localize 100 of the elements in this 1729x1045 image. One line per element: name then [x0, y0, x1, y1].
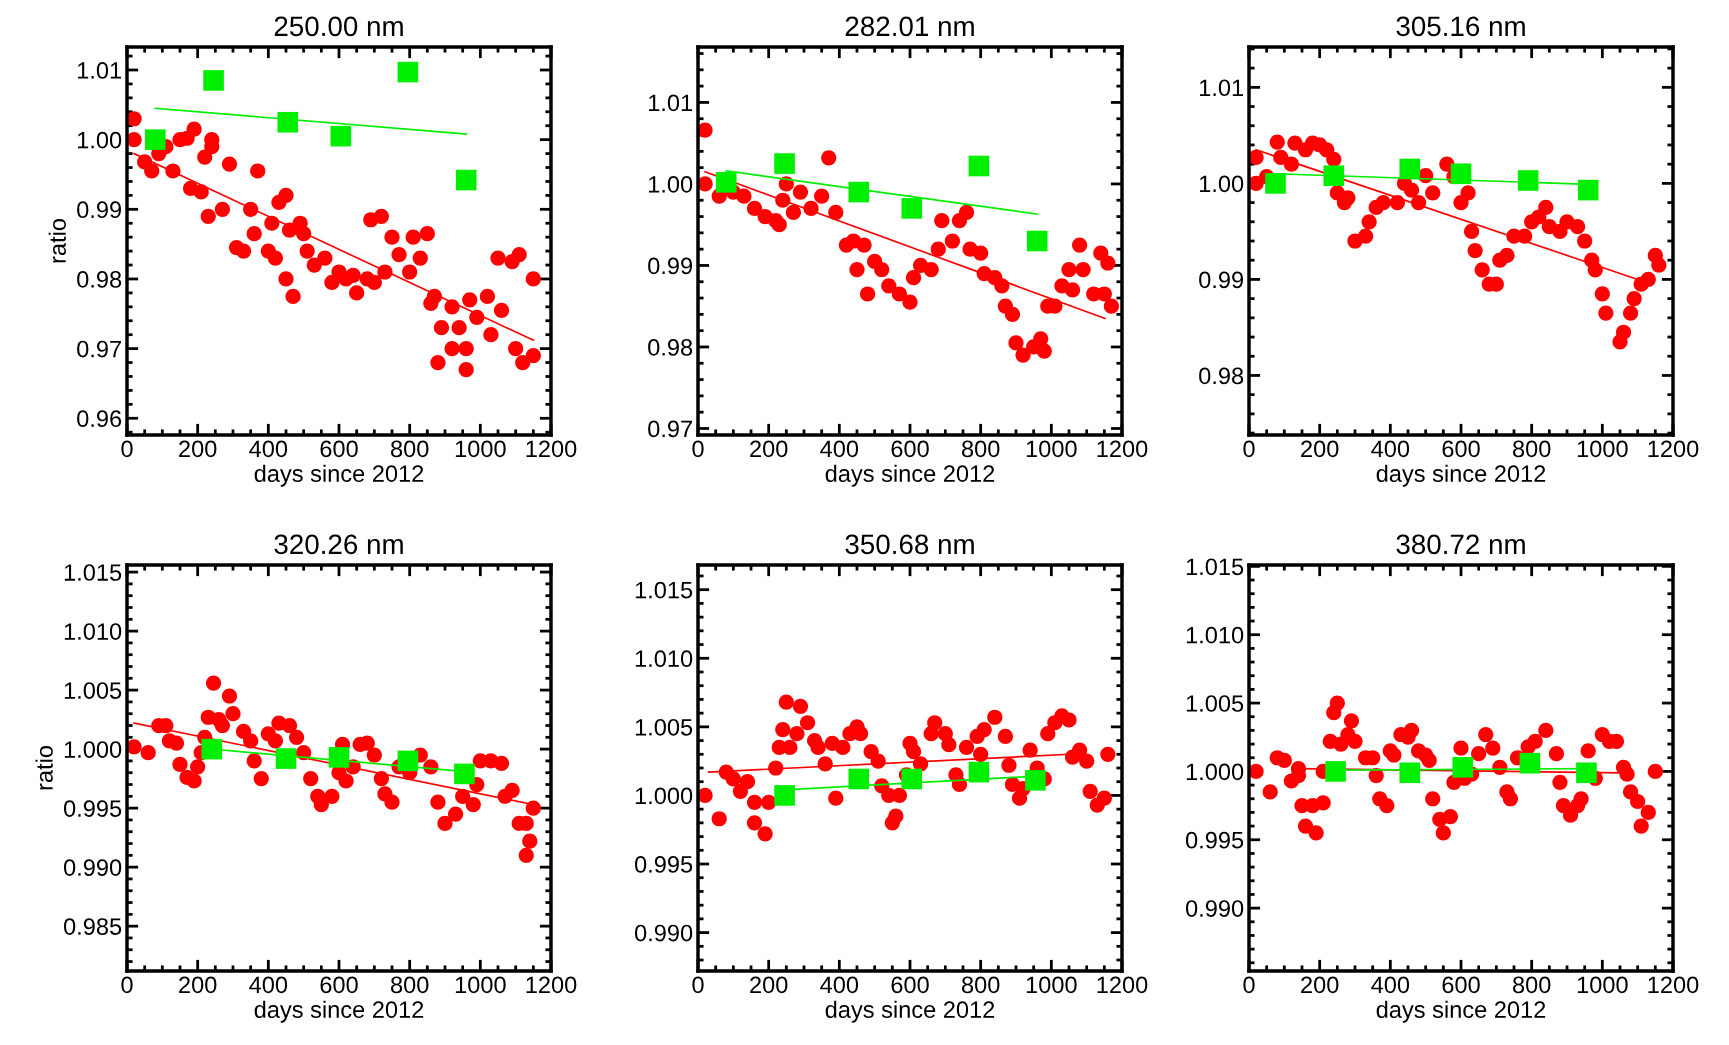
- point: [1474, 262, 1490, 278]
- x-tick-label: 600: [1442, 976, 1480, 994]
- point: [901, 198, 923, 219]
- point: [698, 176, 713, 192]
- point: [1577, 233, 1593, 249]
- point: [1323, 165, 1345, 186]
- x-tick-label: 1200: [526, 440, 577, 458]
- point: [1467, 243, 1483, 259]
- point: [455, 169, 477, 191]
- point: [1615, 324, 1632, 340]
- x-tick-label: 400: [820, 976, 859, 994]
- y-tick-label: 0.98: [1199, 367, 1244, 385]
- y-tick-label: 1.005: [1186, 695, 1244, 712]
- y-tick-label: 1.01: [648, 94, 692, 112]
- y-tick-label: 0.995: [634, 856, 693, 873]
- point: [328, 747, 350, 768]
- x-tick-label: 200: [750, 976, 788, 994]
- x-tick-label: 200: [1301, 440, 1339, 458]
- point: [934, 213, 950, 229]
- point: [1651, 257, 1667, 273]
- point: [698, 122, 713, 138]
- x-tick-label: 600: [1442, 440, 1480, 458]
- y-tick-label: 1.010: [1186, 626, 1244, 644]
- point: [1100, 255, 1116, 271]
- point: [859, 286, 876, 302]
- x-tick-label: 0: [692, 440, 704, 458]
- point: [968, 761, 990, 783]
- x-tick-label: 1200: [1097, 440, 1148, 458]
- point: [1403, 182, 1420, 198]
- x-tick-label: 800: [391, 976, 429, 994]
- point: [144, 129, 166, 150]
- x-tick-label: 800: [1513, 440, 1551, 458]
- point: [774, 785, 795, 806]
- x-tick-label: 200: [1301, 976, 1339, 994]
- x-tick-label: 0: [692, 976, 704, 994]
- point: [785, 204, 802, 221]
- y-tick-label: 1.01: [77, 62, 121, 79]
- point: [397, 750, 419, 772]
- point: [1015, 347, 1031, 363]
- x-tick-label: 400: [1371, 976, 1410, 994]
- y-tick-label: 1.015: [635, 581, 693, 599]
- point: [1640, 271, 1656, 288]
- x-tick-label: 0: [1243, 440, 1255, 458]
- point: [277, 111, 299, 133]
- point: [1499, 247, 1515, 264]
- y-tick-label: 1.010: [635, 650, 693, 668]
- x-tick-label: 400: [249, 976, 288, 994]
- x-tick-label: 1000: [455, 440, 506, 458]
- y-tick-label: 0.990: [634, 924, 693, 942]
- y-axis-title: ratio: [35, 746, 53, 790]
- point: [1026, 230, 1048, 252]
- y-tick-label: 0.995: [1185, 831, 1244, 849]
- x-tick-label: 800: [1513, 976, 1551, 994]
- x-tick-label: 1200: [1097, 976, 1148, 994]
- chart-title: 250.00 nm: [274, 16, 403, 37]
- point: [203, 70, 224, 91]
- point: [905, 270, 922, 286]
- point: [973, 245, 989, 261]
- point: [1008, 335, 1024, 351]
- x-tick-label: 400: [820, 440, 859, 458]
- point: [201, 738, 223, 760]
- point: [1577, 179, 1599, 201]
- point: [771, 217, 787, 233]
- point: [1025, 770, 1046, 791]
- x-axis-title: days since 2012: [1376, 464, 1546, 487]
- point: [881, 278, 897, 294]
- point: [792, 184, 809, 200]
- x-tick-label: 1000: [1577, 440, 1628, 458]
- point: [1061, 261, 1077, 278]
- y-tick-label: 0.990: [1185, 900, 1244, 917]
- point: [1460, 185, 1476, 201]
- x-tick-label: 600: [320, 976, 358, 994]
- point: [1071, 237, 1088, 253]
- x-tick-label: 0: [121, 976, 133, 994]
- y-tick-label: 0.97: [77, 340, 121, 358]
- y-tick-label: 0.98: [648, 339, 693, 356]
- point: [1538, 199, 1554, 215]
- x-tick-label: 800: [962, 440, 1000, 458]
- y-tick-label: 1.000: [1186, 763, 1244, 781]
- point: [1357, 228, 1374, 244]
- y-tick-label: 0.99: [648, 257, 693, 275]
- chart-title: 350.68 nm: [845, 534, 974, 555]
- point: [1103, 298, 1120, 314]
- x-tick-label: 800: [391, 440, 429, 458]
- y-tick-label: 0.985: [63, 918, 122, 935]
- y-tick-label: 1.01: [1199, 79, 1243, 97]
- chart-title: 282.01 nm: [845, 16, 974, 37]
- point: [1036, 343, 1052, 359]
- x-tick-label: 0: [1243, 976, 1255, 994]
- x-tick-label: 400: [1371, 440, 1410, 458]
- point: [902, 294, 918, 310]
- point: [1399, 158, 1421, 180]
- point: [848, 181, 870, 203]
- point: [330, 125, 352, 147]
- y-tick-label: 1.00: [648, 176, 693, 193]
- y-tick-label: 1.00: [77, 131, 122, 149]
- y-tick-label: 0.990: [63, 859, 122, 876]
- y-tick-label: 1.010: [64, 623, 122, 640]
- x-tick-label: 1000: [1577, 976, 1628, 994]
- point: [891, 286, 908, 302]
